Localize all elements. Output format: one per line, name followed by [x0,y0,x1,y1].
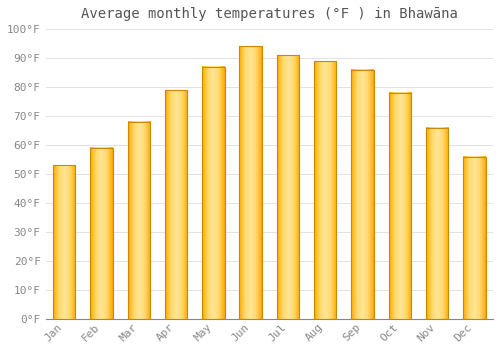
Bar [240,47,262,319]
Bar [165,90,188,319]
Bar [388,93,411,319]
Bar [314,61,336,319]
Bar [426,128,448,319]
Bar [128,122,150,319]
Bar [352,70,374,319]
Bar [463,156,485,319]
Bar [53,165,76,319]
Bar [128,122,150,319]
Bar [90,148,112,319]
Title: Average monthly temperatures (°F ) in Bhawāna: Average monthly temperatures (°F ) in Bh… [81,7,458,21]
Bar [314,61,336,319]
Bar [463,156,485,319]
Bar [202,67,224,319]
Bar [90,148,112,319]
Bar [240,47,262,319]
Bar [53,165,76,319]
Bar [277,55,299,319]
Bar [388,93,411,319]
Bar [426,128,448,319]
Bar [202,67,224,319]
Bar [165,90,188,319]
Bar [277,55,299,319]
Bar [352,70,374,319]
